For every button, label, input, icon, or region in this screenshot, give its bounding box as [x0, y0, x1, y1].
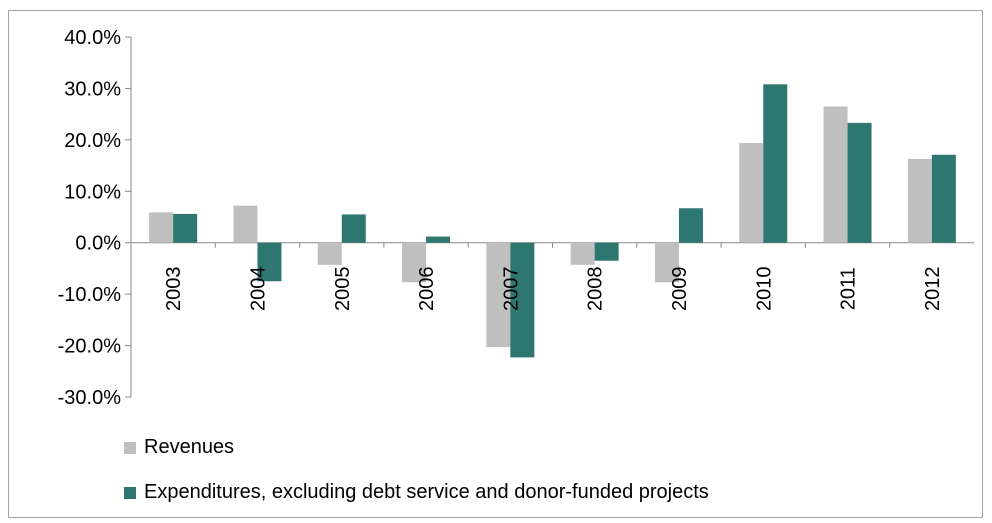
x-tick-label: 2007 — [500, 266, 522, 311]
legend-item-expenditures: Expenditures, excluding debt service and… — [124, 481, 709, 504]
bar-revenues-2007 — [486, 242, 511, 348]
legend-label-expenditures: Expenditures, excluding debt service and… — [144, 481, 709, 503]
bar-revenues-2005 — [317, 242, 342, 265]
x-tick-label: 2008 — [585, 266, 607, 311]
y-tick-label: 20.0% — [64, 130, 121, 152]
bar-expenditures-2007 — [510, 242, 535, 358]
bar-revenues-2012 — [907, 158, 932, 243]
x-tick-label: 2005 — [332, 266, 354, 311]
bar-expenditures-2012 — [931, 154, 956, 243]
legend-label-revenues: Revenues — [144, 436, 235, 458]
y-tick-label: -30.0% — [58, 387, 122, 409]
labels: 40.0% 30.0% 20.0% 10.0% 0.0% -10.0% -20.0% -30.… — [58, 27, 944, 409]
x-tick-label: 2010 — [753, 266, 775, 311]
bar-expenditures-2005 — [341, 214, 366, 243]
bar-revenues-2010 — [739, 142, 764, 243]
bar-revenues-2006 — [402, 242, 427, 283]
x-tick-label: 2009 — [669, 266, 691, 311]
bar-revenues-2003 — [149, 212, 174, 243]
bar-revenues-2004 — [233, 205, 258, 243]
legend-item-revenues: Revenues — [124, 436, 234, 459]
bars — [149, 84, 956, 358]
x-tick-label: 2006 — [416, 266, 438, 311]
bar-expenditures-2009 — [678, 208, 703, 243]
legend-swatch-revenues — [124, 441, 136, 454]
bar-revenues-2011 — [823, 106, 848, 243]
y-tick-label: 0.0% — [75, 233, 121, 255]
bar-expenditures-2004 — [257, 242, 282, 282]
y-tick-label: 30.0% — [64, 78, 121, 100]
bar-expenditures-2011 — [847, 122, 872, 243]
y-tick-label: -20.0% — [58, 336, 122, 358]
y-tick-label: 10.0% — [64, 181, 121, 203]
bar-expenditures-2006 — [426, 236, 451, 243]
bar-revenues-2008 — [570, 242, 595, 265]
bar-expenditures-2010 — [763, 84, 788, 243]
bar-expenditures-2008 — [594, 242, 619, 261]
x-tick-label: 2003 — [163, 266, 185, 311]
x-tick-label: 2011 — [838, 267, 860, 310]
y-tick-label: 40.0% — [64, 27, 121, 49]
bar-expenditures-2003 — [173, 213, 198, 243]
bar-revenues-2009 — [654, 242, 679, 283]
x-tick-label: 2004 — [247, 266, 269, 311]
y-tick-label: -10.0% — [58, 284, 122, 306]
legend-swatch-expenditures — [124, 486, 136, 499]
x-tick-label: 2012 — [922, 266, 944, 311]
